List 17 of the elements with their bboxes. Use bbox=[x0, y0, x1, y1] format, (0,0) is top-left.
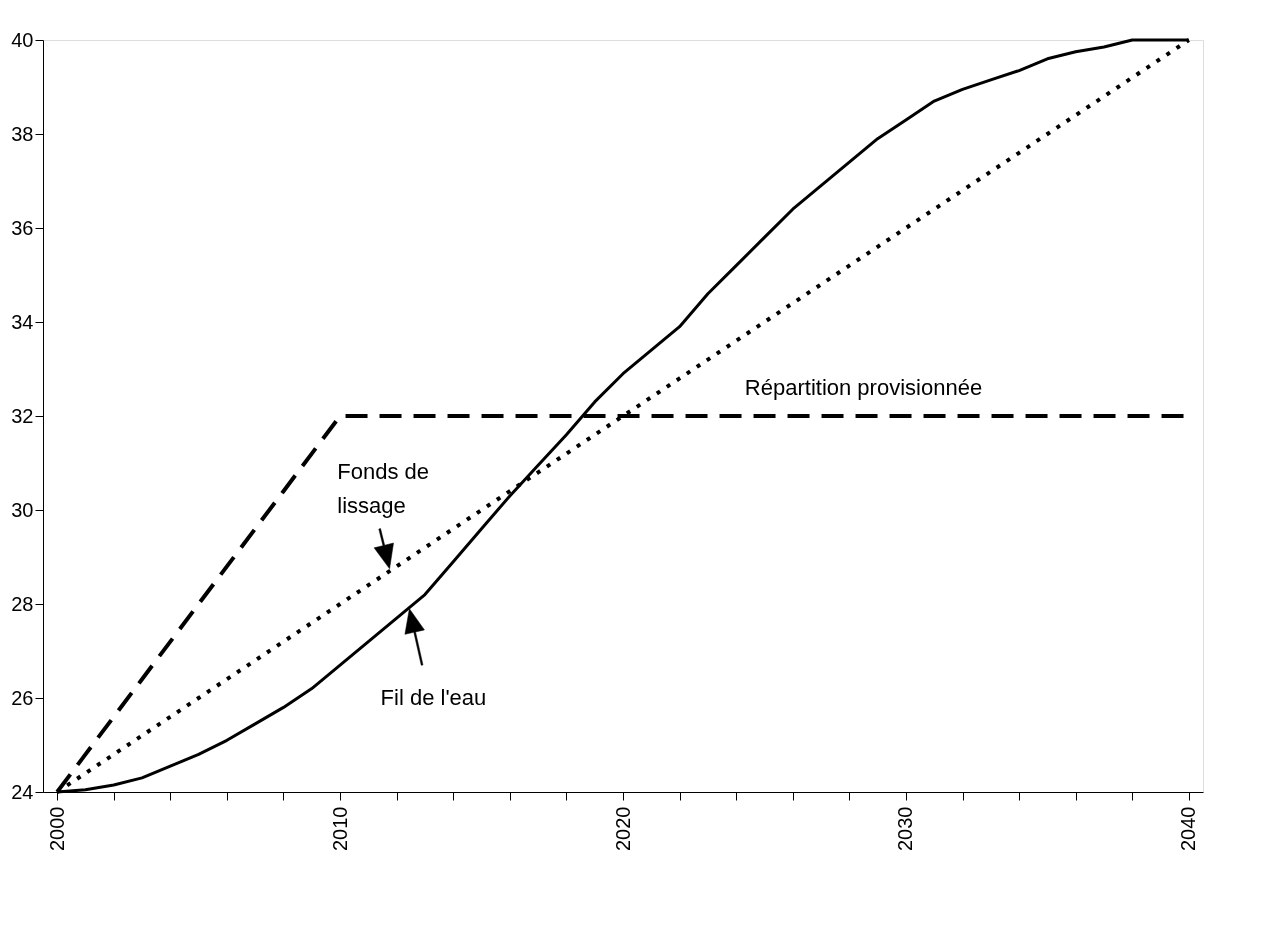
x-tick-label: 2010 bbox=[328, 806, 351, 851]
y-tick-label: 40 bbox=[11, 28, 34, 51]
y-tick-label: 32 bbox=[11, 404, 34, 427]
series-label: Répartition provisionnée bbox=[744, 374, 983, 400]
series-label: Fonds de lissage bbox=[337, 459, 429, 519]
y-tick-label: 26 bbox=[11, 686, 34, 709]
y-tick-label: 34 bbox=[11, 310, 34, 333]
y-tick-label: 36 bbox=[11, 216, 34, 239]
y-tick-label: 38 bbox=[11, 122, 34, 145]
x-tick-label: 2000 bbox=[45, 806, 68, 851]
x-tick-label: 2020 bbox=[611, 806, 634, 851]
y-tick-label: 24 bbox=[11, 780, 34, 803]
x-tick-label: 2040 bbox=[1177, 806, 1200, 851]
series-label: Fil de l'eau bbox=[380, 685, 487, 710]
y-tick-label: 28 bbox=[11, 592, 34, 615]
x-tick-label: 2030 bbox=[894, 806, 917, 851]
y-tick-label: 30 bbox=[11, 498, 34, 521]
